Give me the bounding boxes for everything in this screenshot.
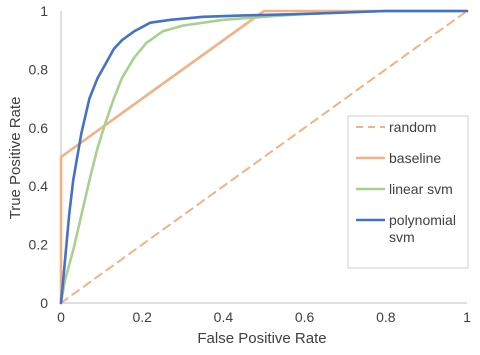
x-axis-label: False Positive Rate [197,330,326,347]
legend-label-linear-svm: linear svm [389,181,453,197]
y-tick-label: 0.8 [29,61,49,77]
series-line-random [60,10,468,304]
y-tick-label: 1 [40,3,48,19]
legend-box [347,115,469,269]
y-tick-label: 0.2 [29,237,49,253]
tick-layer: 0 0.2 0.4 0.6 0.8 1 0 0.2 0.4 0.6 0.8 1 [29,3,472,325]
legend: random baseline linear svm polynomial svm [347,115,469,269]
x-tick-label: 0.2 [132,309,152,325]
x-tick-label: 0.4 [214,309,234,325]
legend-label-polynomial-svm: polynomial svm [389,212,456,245]
series-line-linear-svm [59,9,469,305]
y-axis-label: True Positive Rate [7,97,24,220]
y-tick-label: 0.4 [29,178,49,194]
y-tick-label: 0 [40,295,48,311]
y-tick-label: 0.6 [29,120,49,136]
series-layer [59,9,469,305]
legend-label-baseline: baseline [389,150,441,166]
legend-label-random: random [389,119,436,135]
x-tick-label: 0.6 [295,309,315,325]
x-tick-label: 1 [463,309,471,325]
x-tick-label: 0 [57,309,65,325]
legend-items: random baseline linear svm polynomial svm [356,119,456,245]
series-line-polynomial-svm [59,9,469,305]
x-tick-label: 0.8 [376,309,396,325]
